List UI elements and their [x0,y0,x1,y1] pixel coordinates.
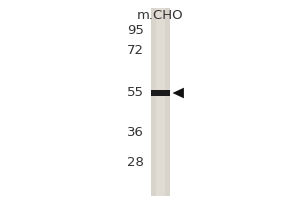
Text: 55: 55 [127,86,144,99]
Text: 36: 36 [127,127,144,140]
Polygon shape [172,88,184,98]
Bar [151,8,170,196]
Bar [156,8,165,196]
Text: 28: 28 [127,156,144,170]
Text: 95: 95 [127,24,144,38]
Bar [151,90,170,96]
Text: 72: 72 [127,45,144,58]
Text: m.CHO: m.CHO [137,9,184,22]
